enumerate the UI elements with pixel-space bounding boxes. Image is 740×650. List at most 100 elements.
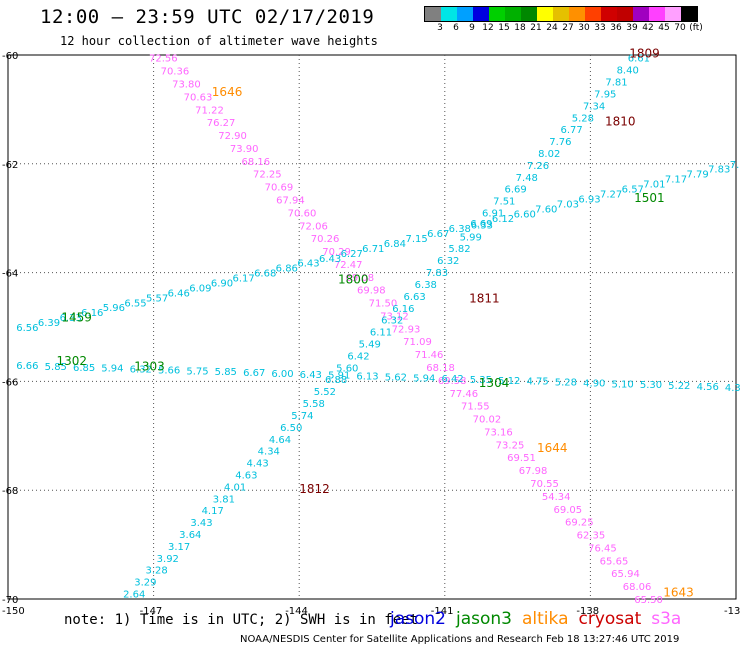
lon-tick-label: -141 xyxy=(431,606,454,617)
wave-height-reading: 70.02 xyxy=(473,415,502,426)
wave-height-reading: 68.18 xyxy=(426,363,455,374)
wave-height-reading: 4.63 xyxy=(235,471,257,482)
lon-tick-label: -144 xyxy=(285,606,308,617)
wave-height-reading: 6.32 xyxy=(437,256,459,267)
wave-height-reading: 3.17 xyxy=(168,542,190,553)
wave-height-reading: 6.12 xyxy=(492,214,514,225)
pass-time-label: 1646 xyxy=(212,85,243,99)
wave-height-reading: 4.34 xyxy=(258,447,280,458)
color-swatch xyxy=(441,7,457,21)
wave-height-reading: 65.50 xyxy=(634,595,663,606)
color-scale-label: 39 xyxy=(626,23,638,33)
wave-height-reading: 6.61 xyxy=(628,54,650,65)
wave-height-reading: 71.46 xyxy=(415,350,444,361)
wave-height-reading: 6.16 xyxy=(81,308,103,319)
legend-jason2: jason2 xyxy=(390,609,446,629)
wave-height-reading: 7.01 xyxy=(643,180,665,191)
wave-height-reading: 6.69 xyxy=(470,219,492,230)
wave-height-reading: 6.90 xyxy=(211,279,233,290)
wave-height-reading: 2.64 xyxy=(123,590,145,601)
wave-height-reading: 5.22 xyxy=(668,381,690,392)
wave-height-reading: 72.47 xyxy=(334,260,363,271)
wave-height-reading: 65.94 xyxy=(611,569,640,580)
wave-height-reading: 6.38 xyxy=(415,280,437,291)
wave-height-reading: 6.46 xyxy=(168,288,190,299)
color-scale-label: 27 xyxy=(562,23,574,33)
wave-height-reading: 7.51 xyxy=(493,197,515,208)
wave-height-reading: 6.13 xyxy=(356,372,378,383)
wave-height-reading: 6.32 xyxy=(130,365,152,376)
color-swatch xyxy=(681,7,697,21)
wave-height-reading: 5.35 xyxy=(470,375,492,386)
wave-height-reading: 6.38 xyxy=(449,224,471,235)
color-swatch xyxy=(649,7,665,21)
wave-height-reading: 76.45 xyxy=(588,543,617,554)
wave-height-reading: 6.57 xyxy=(622,185,644,196)
map-subtitle: 12 hour collection of altimeter wave hei… xyxy=(60,34,378,48)
color-swatch xyxy=(425,7,441,21)
pass-time-label: 1304 xyxy=(479,376,510,390)
wave-height-reading: 7.03 xyxy=(557,199,579,210)
pass-time-label: 1810 xyxy=(605,115,636,129)
wave-height-reading: 6.56 xyxy=(16,323,38,334)
color-scale-label: 70 xyxy=(674,23,686,33)
wave-height-reading: 6.63 xyxy=(403,292,425,303)
wave-height-reading: 7.95 xyxy=(594,89,616,100)
wave-height-reading: 73.12 xyxy=(380,312,409,323)
wave-height-reading: 4.64 xyxy=(269,435,291,446)
color-scale-label: 18 xyxy=(514,23,526,33)
wave-height-reading: 70.63 xyxy=(184,92,213,103)
satellite-legend: jason2 jason3 altika cryosat s3a xyxy=(390,609,691,629)
wave-height-reading: 67.98 xyxy=(519,466,548,477)
legend-jason3: jason3 xyxy=(456,609,512,629)
legend-s3a: s3a xyxy=(651,609,682,629)
wave-height-reading: 70.60 xyxy=(288,208,317,219)
wave-height-reading: 5.10 xyxy=(611,379,633,390)
wave-height-reading: 6.60 xyxy=(514,209,536,220)
wave-height-reading: 67.94 xyxy=(276,196,305,207)
pass-time-labels: 1809 1810 1646 1501 1459 1800 1811 1302 1303 1304… xyxy=(57,47,694,600)
color-swatch xyxy=(665,7,681,21)
wave-height-reading: 69.98 xyxy=(357,286,386,297)
wave-height-reading: 6.42 xyxy=(347,351,369,362)
color-swatch xyxy=(553,7,569,21)
wave-height-reading: 5.57 xyxy=(146,293,168,304)
wave-height-reading: 3.92 xyxy=(157,554,179,565)
wave-height-reading: 6.66 xyxy=(16,361,38,372)
wave-height-reading: 8.02 xyxy=(538,149,560,160)
color-scale-label: 12 xyxy=(482,23,494,33)
lat-tick-label: -62 xyxy=(2,160,18,171)
wave-height-reading: 76.27 xyxy=(207,118,236,129)
color-swatch xyxy=(585,7,601,21)
wave-height-reading: 4.17 xyxy=(202,506,224,517)
wave-height-reading: 3.28 xyxy=(145,566,167,577)
wave-height-reading: 6.84 xyxy=(384,239,406,250)
wave-height-reading: 3.81 xyxy=(213,494,235,505)
color-swatch xyxy=(521,7,537,21)
credit-line: NOAA/NESDIS Center for Satellite Applica… xyxy=(240,634,680,645)
wave-height-reading: 5.28 xyxy=(572,113,594,124)
pass-time-label: 1643 xyxy=(663,585,694,599)
wave-height-reading: 7.34 xyxy=(583,101,605,112)
wave-height-reading: 68.16 xyxy=(241,157,270,168)
axis-tick-labels: -150 -147 -144 -141 -138 -135 -60 -62 -64 -66 -68 -… xyxy=(2,51,740,617)
wave-height-reading: 6.33 xyxy=(471,220,493,231)
wave-height-reading: 70.36 xyxy=(161,67,190,78)
color-scale-label: 3 xyxy=(437,23,443,33)
wave-height-reading: 6.27 xyxy=(341,249,363,260)
lon-tick-label: -135 xyxy=(724,606,740,617)
wave-height-reading: 6.88 xyxy=(325,375,347,386)
wave-height-reading: 5.94 xyxy=(413,373,435,384)
wave-height-reading: 7.58 xyxy=(730,160,740,171)
lon-tick-label: -150 xyxy=(2,606,25,617)
wave-height-reading: 69.58 xyxy=(438,376,467,387)
wave-height-reading: 6.67 xyxy=(427,229,449,240)
color-swatch xyxy=(601,7,617,21)
wave-height-reading: 54.34 xyxy=(542,492,571,503)
wave-height-reading: 5.60 xyxy=(336,363,358,374)
pass-time-label: 1809 xyxy=(629,47,660,61)
wave-height-reading: 6.55 xyxy=(124,298,146,309)
wave-height-reading: 6.43 xyxy=(319,254,341,265)
